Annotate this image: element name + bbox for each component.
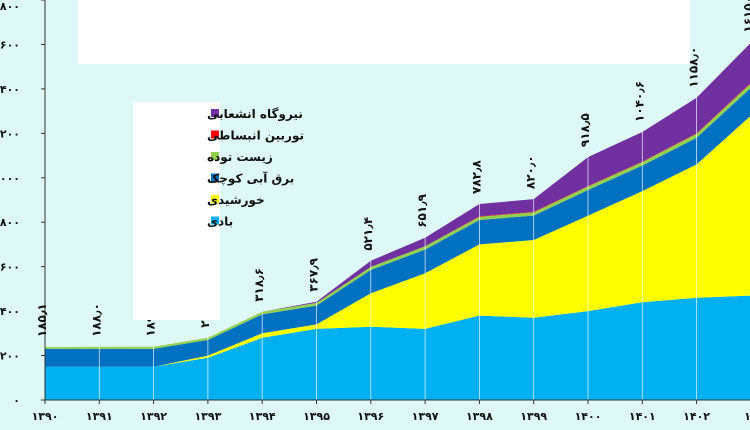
legend-swatch xyxy=(211,152,219,160)
x-tick-label: ۱۳۹۰ xyxy=(32,410,59,423)
y-tick-label: ۱۰۰۰ xyxy=(0,172,20,185)
legend-label: بادی xyxy=(207,215,233,229)
total-label: ۶۵۱٫۹ xyxy=(415,193,429,227)
x-tick-label: ۱۳۹۸ xyxy=(466,410,493,423)
legend-swatch xyxy=(211,195,219,203)
y-axis-ticks: ۰ ۲۰۰ ۴۰۰ ۶۰۰ ۸۰۰ ۱۰۰۰ ۱۲۰۰ ۱۴۰۰ ۱۶۰۰ ۱۸۰۰ xyxy=(0,0,45,407)
legend-label: توربین انبساطی xyxy=(207,129,304,144)
total-label: ۱۸۵٫۱ xyxy=(35,303,49,337)
x-tick-label: ۱۴ xyxy=(744,410,750,423)
legend-label: خورشیدی xyxy=(207,193,265,208)
total-label: ۷۸۲٫۸ xyxy=(469,160,483,194)
x-tick-label: ۱۳۹۷ xyxy=(412,410,439,423)
legend-label: زیست توده xyxy=(207,150,273,165)
y-tick-label: ۶۰۰ xyxy=(0,261,20,274)
legend-swatch xyxy=(211,109,219,117)
total-label: ۵۲۱٫۴ xyxy=(361,217,375,251)
total-label: ۸۲۰٫۰ xyxy=(524,155,538,189)
legend-swatch xyxy=(211,173,219,182)
y-tick-label: ۱۲۰۰ xyxy=(0,127,20,140)
y-tick-label: ۸۰۰ xyxy=(0,216,20,229)
y-tick-label: ۱۶۰۰ xyxy=(0,38,20,51)
area-series-1 xyxy=(45,116,750,367)
total-label: ۳۶۷٫۹ xyxy=(307,257,321,291)
x-tick-label: ۱۴۰۱ xyxy=(629,410,656,423)
total-label: ۹۱۸٫۵ xyxy=(578,113,592,147)
y-tick-label: ۰ xyxy=(13,394,20,407)
total-label: ۳۱۸٫۶ xyxy=(252,268,266,302)
legend-label: برق آبی کوچک xyxy=(207,171,294,187)
legend-label: نیروگاه انشعابی xyxy=(207,107,303,122)
axes xyxy=(44,0,750,401)
y-tick-label: ۲۰۰ xyxy=(0,350,20,363)
legend: نیروگاه انشعابی توربین انبساطی زیست توده بر… xyxy=(133,102,304,320)
x-tick-label: ۱۳۹۶ xyxy=(357,410,384,423)
y-tick-label: ۱۸۰۰ xyxy=(0,0,20,13)
x-tick-label: ۱۴۰۲ xyxy=(683,410,710,423)
y-tick-label: ۱۴۰۰ xyxy=(0,83,20,96)
total-label: ۱۸۸٫۰ xyxy=(89,303,103,337)
y-tick-label: ۴۰۰ xyxy=(0,305,20,318)
area-layers xyxy=(44,43,750,400)
x-tick-label: ۱۳۹۲ xyxy=(140,410,167,423)
total-label: ۱۱۵۸٫۰ xyxy=(687,47,701,88)
x-tick-label: ۱۳۹۵ xyxy=(303,410,330,423)
title-placeholder-box xyxy=(78,0,690,64)
legend-box xyxy=(133,102,220,320)
x-tick-label: ۱۳۹۴ xyxy=(249,410,276,423)
legend-swatch xyxy=(211,216,219,225)
total-label: ۱۶۱۵٫۵ xyxy=(741,0,750,33)
x-tick-label: ۱۳۹۳ xyxy=(194,410,221,423)
legend-swatch xyxy=(211,130,219,139)
total-label: ۱۰۴۰٫۶ xyxy=(632,81,646,122)
area-series-0 xyxy=(45,295,750,400)
x-tick-label: ۱۳۹۹ xyxy=(520,410,547,423)
x-tick-label: ۱۳۹۱ xyxy=(86,410,113,423)
x-tick-label: ۱۴۰۰ xyxy=(575,410,602,423)
x-axis-ticks: ۱۳۹۰ ۱۳۹۱ ۱۳۹۲ ۱۳۹۳ ۱۳۹۴ ۱۳۹۵ ۱۳۹۶ ۱۳۹۷ ۱۳۹۸ ۱۳۹۹… xyxy=(32,400,750,423)
